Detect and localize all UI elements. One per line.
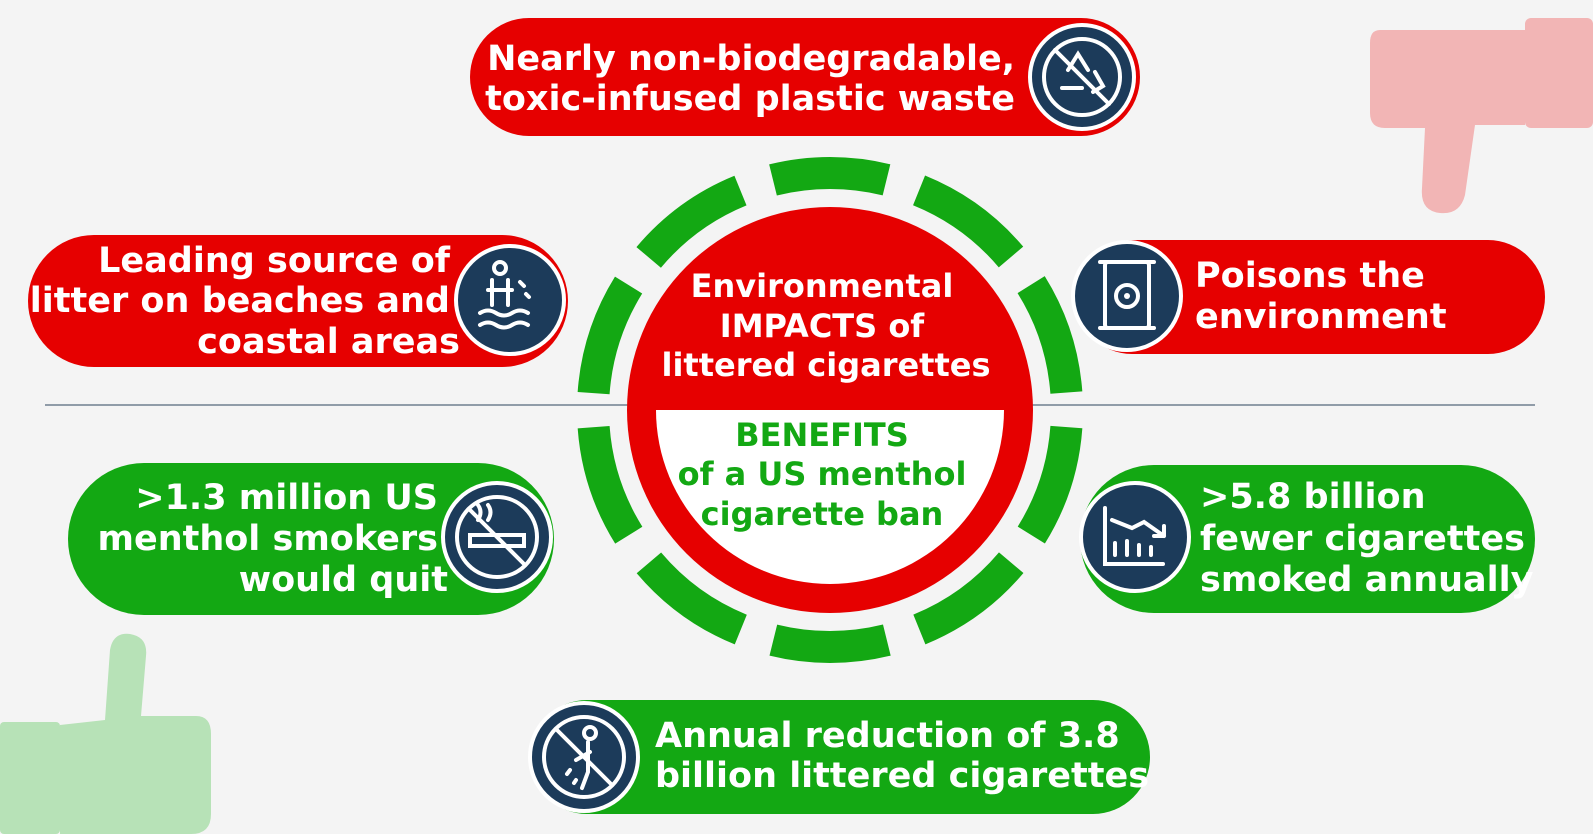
pill-text: smoked annually	[1200, 560, 1534, 600]
icon-beach	[456, 246, 564, 354]
center-text: IMPACTS of	[720, 307, 926, 345]
center-text: BENEFITS	[735, 416, 909, 454]
center-text: littered cigarettes	[661, 346, 990, 384]
pill-text: toxic-infused plastic waste	[485, 79, 1015, 119]
pill-text: litter on beaches and	[30, 281, 450, 321]
icon-no-smoking	[443, 483, 551, 591]
pill-text: Leading source of	[98, 241, 451, 281]
icon-toxic-barrel	[1073, 242, 1181, 350]
pill-text: would quit	[239, 560, 448, 600]
pill-text: Nearly non-biodegradable,	[487, 39, 1015, 79]
icon-no-recycle	[1030, 25, 1134, 129]
pill-text: billion littered cigarettes	[655, 756, 1149, 796]
infographic: Environmental IMPACTS of littered cigare…	[0, 0, 1593, 834]
pill-text: menthol smokers	[97, 519, 438, 559]
center-text: of a US menthol	[678, 455, 967, 493]
pill-text: >5.8 billion	[1200, 477, 1426, 517]
center-text: Environmental	[691, 267, 954, 305]
pill-text: Annual reduction of 3.8	[655, 716, 1120, 756]
icon-declining-chart	[1081, 483, 1189, 591]
pill-text: coastal areas	[197, 322, 460, 362]
pill-text: Poisons the	[1195, 256, 1425, 296]
pill-text: environment	[1195, 297, 1447, 337]
icon-no-littering	[530, 703, 638, 811]
center-text: cigarette ban	[701, 495, 944, 533]
pill-text: >1.3 million US	[135, 478, 438, 518]
pill-text: fewer cigarettes	[1200, 519, 1525, 559]
